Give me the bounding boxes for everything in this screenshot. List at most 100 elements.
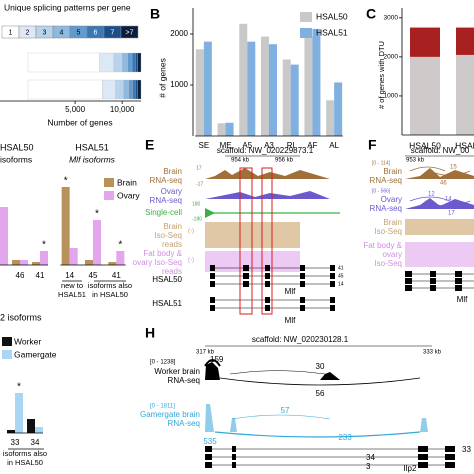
bar-segment xyxy=(131,52,136,73)
exon xyxy=(405,285,412,291)
bar xyxy=(203,41,212,136)
bar xyxy=(312,28,321,136)
label: 3000 xyxy=(384,15,399,22)
exon xyxy=(243,273,249,279)
exon xyxy=(300,297,305,303)
label: 2 isoforms xyxy=(0,312,42,322)
bar-segment xyxy=(132,79,136,100)
label: isoforms also xyxy=(3,449,47,458)
label: Ovary xyxy=(161,187,182,196)
label: Worker brain xyxy=(154,367,200,376)
highlight xyxy=(261,167,273,315)
exon xyxy=(418,454,428,460)
bar-segment xyxy=(113,52,123,73)
label: 956 kb xyxy=(275,158,294,164)
label: RNA-seq xyxy=(168,419,200,428)
label: 46 xyxy=(16,271,25,280)
label: # of genes with DTU xyxy=(377,41,386,109)
exon xyxy=(445,446,455,452)
bar xyxy=(35,427,43,433)
label: 2000 xyxy=(170,29,188,38)
label: Ilp2 xyxy=(404,464,417,473)
exon xyxy=(330,305,335,311)
label: H xyxy=(145,325,155,341)
label: 1 xyxy=(9,29,13,36)
label: * xyxy=(64,176,68,187)
exon xyxy=(210,305,215,311)
bar xyxy=(40,251,48,265)
label: Mlf isoforms xyxy=(69,154,116,164)
label: Brain xyxy=(383,167,402,176)
coverage xyxy=(205,404,214,432)
label: 3 xyxy=(366,462,371,471)
label: 954 kb xyxy=(231,158,250,164)
label: * xyxy=(118,240,122,251)
exon xyxy=(430,285,436,291)
label: AF xyxy=(307,141,317,150)
label: HSAL51 xyxy=(152,299,182,308)
label: RI xyxy=(287,141,295,150)
label: Ovary xyxy=(381,195,402,204)
label: ovary xyxy=(382,250,402,259)
label: Fat body & xyxy=(143,249,182,258)
bar-segment xyxy=(137,52,142,73)
junction xyxy=(214,431,421,438)
coverage xyxy=(205,168,330,179)
label: C xyxy=(366,6,376,22)
label: 17 xyxy=(196,165,202,171)
exon xyxy=(330,297,335,303)
label: Single-cell xyxy=(145,208,182,217)
junction xyxy=(219,377,421,386)
label: ME xyxy=(220,141,232,150)
label: Unique splicing patterns per gene xyxy=(4,2,131,12)
label: SE xyxy=(199,141,210,150)
bar xyxy=(0,207,8,265)
junction xyxy=(231,414,331,420)
legend-swatch xyxy=(120,25,139,39)
label: 7 xyxy=(111,29,115,36)
exon xyxy=(205,454,212,460)
label: ovary Iso-Seq xyxy=(133,258,182,267)
bar xyxy=(225,122,234,136)
label: Gamergate xyxy=(14,349,57,359)
exon xyxy=(265,281,270,287)
label: 15 xyxy=(450,165,457,171)
label: F xyxy=(368,137,377,153)
label: RNA-seq xyxy=(150,176,182,185)
bar xyxy=(7,430,15,433)
bar xyxy=(195,49,204,136)
coverage xyxy=(405,198,474,209)
bar-segment xyxy=(123,79,129,100)
bar xyxy=(261,36,269,136)
bar xyxy=(290,64,299,136)
label: 535 xyxy=(203,437,217,446)
label: [0 - 566] xyxy=(372,188,391,194)
label: RNA-seq xyxy=(150,196,182,205)
label: -180 xyxy=(192,216,202,222)
label: HSAL50 xyxy=(409,140,441,150)
label: reads xyxy=(162,240,182,249)
label: reads xyxy=(162,267,182,276)
label: 45 xyxy=(338,273,344,279)
exon xyxy=(210,281,215,287)
label: scaffold: NW_00 xyxy=(411,146,470,155)
legend-swatch xyxy=(300,12,312,22)
exon xyxy=(445,454,455,460)
label: new to xyxy=(61,281,83,290)
highlight xyxy=(239,167,253,315)
label: Mlf xyxy=(285,287,296,296)
label: -17 xyxy=(196,181,203,187)
exon xyxy=(300,281,305,287)
label: in HSAL50 xyxy=(7,458,43,467)
label: 14 xyxy=(445,197,452,203)
bar xyxy=(247,41,256,136)
legend-swatch xyxy=(2,337,12,346)
junction xyxy=(204,359,221,367)
label: HSAL50 xyxy=(316,11,348,21)
bar-segment xyxy=(137,79,142,100)
bar-segment xyxy=(99,52,114,73)
single-cell-peak xyxy=(205,208,215,218)
label: 41 xyxy=(36,271,45,280)
label: 45 xyxy=(89,271,98,280)
bar xyxy=(85,260,93,265)
